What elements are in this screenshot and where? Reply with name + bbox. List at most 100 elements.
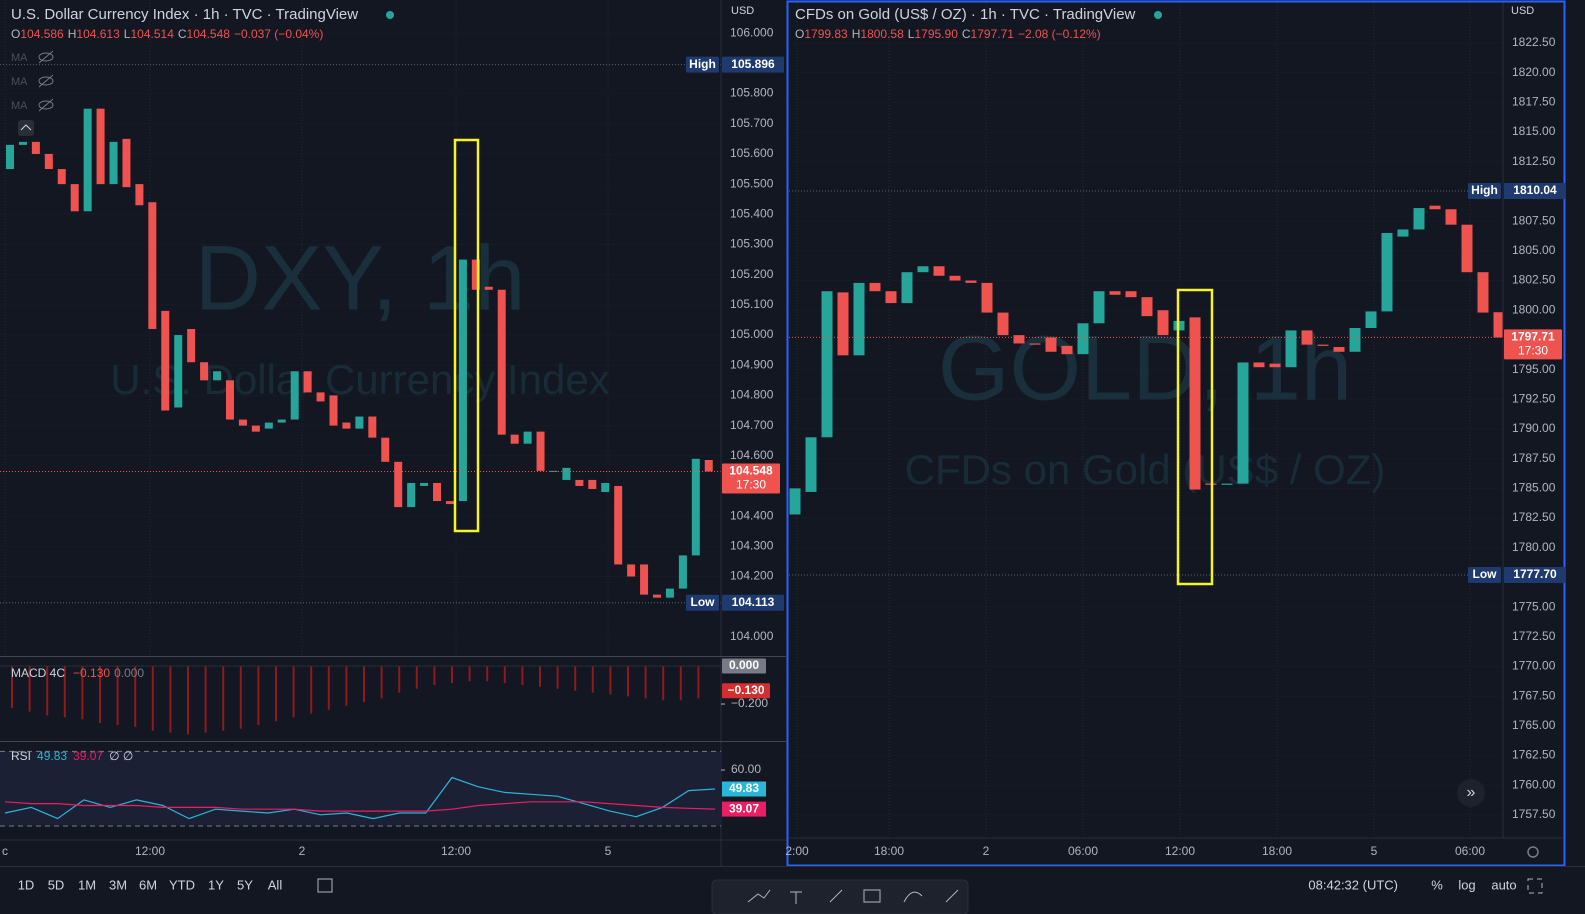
- low-tag-label: 104.113: [732, 595, 775, 609]
- x-tick-label: 5: [605, 844, 612, 858]
- candle-body: [57, 169, 66, 185]
- y-tick-label: 1807.50: [1512, 213, 1556, 227]
- candle-body: [575, 479, 584, 486]
- range-button[interactable]: 5D: [48, 877, 65, 892]
- y-tick-label: 104.200: [730, 569, 774, 583]
- y-tick-label: 105.200: [730, 267, 774, 281]
- range-button[interactable]: 3M: [109, 877, 127, 892]
- range-button[interactable]: All: [268, 877, 283, 892]
- y-tick-label: 104.800: [730, 388, 774, 402]
- y-tick-label: 1805.00: [1512, 243, 1556, 257]
- range-button[interactable]: 1D: [18, 877, 35, 892]
- candle-body: [368, 416, 377, 438]
- y-tick-label: 105.800: [730, 86, 774, 100]
- macd-bar: [345, 665, 348, 706]
- rsi-band-fill: [0, 751, 721, 827]
- candle-body: [1381, 233, 1393, 312]
- candle-body: [251, 425, 260, 432]
- candle-body: [303, 371, 312, 393]
- ohlc-value: 1800.58: [860, 27, 904, 41]
- candle-body: [933, 266, 945, 276]
- high-tag-name-label: High: [1471, 183, 1498, 197]
- range-button[interactable]: YTD: [169, 877, 195, 892]
- low-tag-name-label: Low: [1473, 567, 1498, 581]
- candle-body: [316, 392, 325, 402]
- candle-body: [981, 282, 993, 313]
- macd-bar: [662, 665, 665, 701]
- y-tick-label: 1812.50: [1512, 154, 1556, 168]
- candle-body: [627, 564, 636, 577]
- macd-last-tag-label: −0.130: [727, 683, 764, 697]
- y-tick-label: 1792.50: [1512, 391, 1556, 405]
- range-button[interactable]: 1M: [78, 877, 96, 892]
- ohlc-value: 1799.83: [804, 27, 848, 41]
- y-tick-label: 1817.50: [1512, 95, 1556, 109]
- candle-body: [997, 312, 1009, 336]
- ohlc-value: 104.613: [76, 27, 120, 41]
- y-tick-label: 105.700: [730, 116, 774, 130]
- candle-body: [381, 437, 390, 462]
- candle-body: [869, 282, 881, 292]
- candle-body: [1189, 317, 1201, 490]
- macd-bar: [697, 665, 700, 699]
- macd-bar: [81, 665, 84, 720]
- candle-body: [965, 280, 977, 283]
- range-button[interactable]: 1Y: [208, 877, 224, 892]
- scale-option[interactable]: auto: [1491, 877, 1516, 892]
- y-tick-label: 1767.50: [1512, 688, 1556, 702]
- drawing-toolbar: [711, 879, 969, 914]
- scroll-button[interactable]: [1457, 779, 1485, 807]
- candle-body: [1237, 362, 1249, 484]
- y-tick-label: 1770.00: [1512, 659, 1556, 673]
- low-tag-box: [1504, 567, 1566, 584]
- highlight-box: [1176, 288, 1214, 586]
- x-tick-label: c: [2, 844, 8, 858]
- candle-body: [549, 470, 558, 472]
- scale-option[interactable]: log: [1458, 877, 1475, 892]
- collapse-button[interactable]: [18, 120, 34, 136]
- x-tick-label: 2: [983, 844, 990, 858]
- macd-bar: [644, 665, 647, 699]
- y-tick-label: 1820.00: [1512, 65, 1556, 79]
- candle-body: [290, 371, 299, 420]
- y-tick-label: 1802.50: [1512, 273, 1556, 287]
- range-button[interactable]: 5Y: [237, 877, 253, 892]
- y-tick-label: 104.300: [730, 539, 774, 553]
- candles: [789, 205, 1503, 515]
- candle-body: [614, 485, 623, 565]
- currency-menu[interactable]: USD: [731, 5, 754, 17]
- macd-title: MACD 4C: [11, 666, 65, 680]
- macd-legend: MACD 4C −0.130 0.000: [11, 666, 144, 680]
- y-tick-label: 104.000: [730, 629, 774, 643]
- fullscreen-icon[interactable]: [1527, 878, 1543, 894]
- macd-bar: [187, 665, 189, 735]
- y-tick-label: 1800.00: [1512, 302, 1556, 316]
- last-price-tag-label: 104.548: [729, 464, 773, 478]
- candles: [6, 108, 713, 598]
- candle-body: [70, 184, 79, 212]
- macd-bar: [574, 665, 577, 691]
- active-panel-border: [786, 0, 1566, 867]
- macd-bar: [415, 665, 418, 689]
- calendar-icon[interactable]: [317, 878, 333, 893]
- macd-bar: [204, 665, 207, 733]
- macd-bar: [503, 665, 506, 684]
- candle-body: [1221, 483, 1233, 485]
- candle-body: [484, 286, 493, 290]
- ohlc-key: C: [962, 27, 971, 41]
- high-tag-box: [1504, 182, 1566, 199]
- currency-menu[interactable]: USD: [1511, 5, 1534, 17]
- candle-body: [1429, 205, 1441, 210]
- candle-body: [1477, 272, 1489, 313]
- scale-option[interactable]: %: [1431, 877, 1443, 892]
- macd-bar: [468, 665, 471, 682]
- y-tick-label: 104.400: [730, 508, 774, 522]
- rsi-legend: RSI 49.83 39.07 ∅ ∅: [11, 749, 133, 763]
- macd-bar: [591, 665, 594, 693]
- y-tick-label: 1760.00: [1512, 777, 1556, 791]
- candle-body: [471, 259, 480, 290]
- range-button[interactable]: 6M: [139, 877, 157, 892]
- settings-icon[interactable]: [1527, 846, 1539, 858]
- last-price-tag-label: 1797.71: [1511, 330, 1555, 344]
